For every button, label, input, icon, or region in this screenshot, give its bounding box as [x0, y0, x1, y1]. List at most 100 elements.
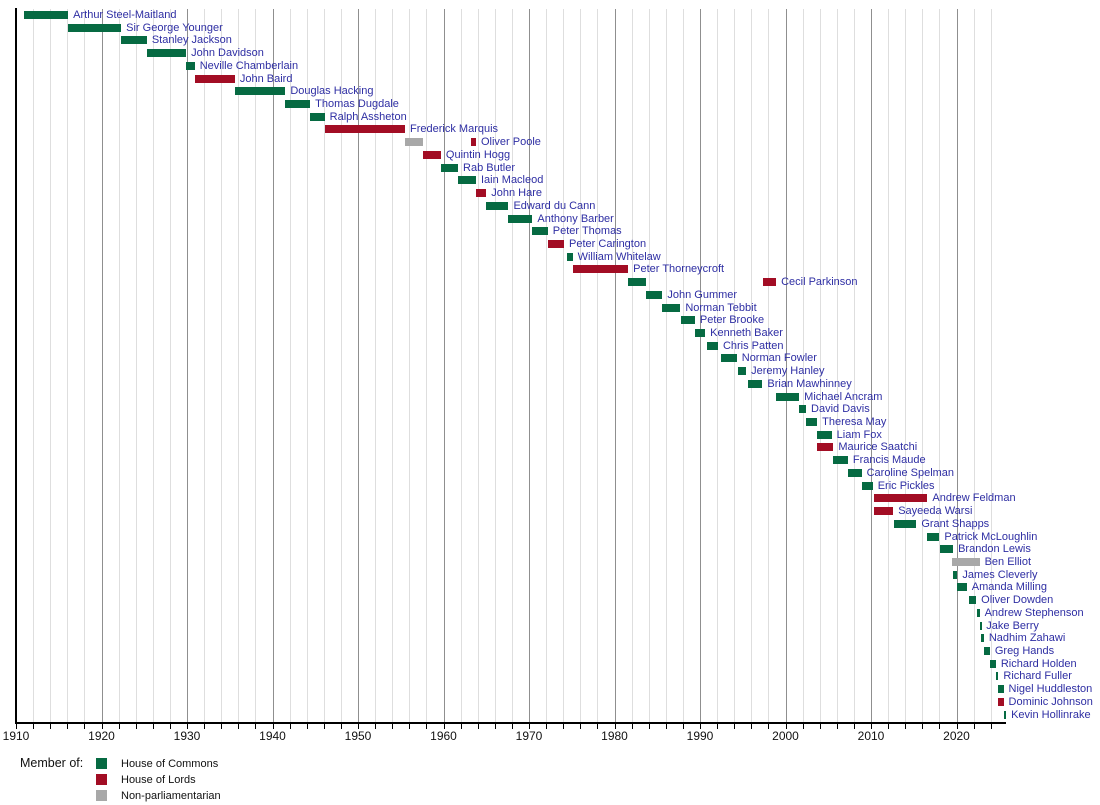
person-label[interactable]: Brandon Lewis — [958, 543, 1031, 556]
person-label[interactable]: Frederick Marquis — [410, 123, 499, 136]
axis-tick-label: 1990 — [686, 729, 714, 743]
axis-tick — [871, 724, 872, 729]
person-label[interactable]: Andrew Stephenson — [984, 606, 1084, 619]
person-label[interactable]: Douglas Hacking — [290, 85, 374, 98]
axis-tick-label: 1970 — [515, 729, 543, 743]
person-label[interactable]: John Davidson — [191, 47, 264, 60]
gridline — [221, 9, 223, 722]
gridline — [443, 9, 445, 722]
timeline-bar — [874, 507, 894, 516]
person-label[interactable]: Peter Brooke — [699, 314, 765, 327]
person-label[interactable]: Chris Patten — [722, 339, 784, 352]
person-label[interactable]: Caroline Spelman — [866, 466, 955, 479]
axis-tick-label: 2000 — [772, 729, 799, 743]
person-label[interactable]: Greg Hands — [994, 645, 1055, 657]
axis-tick — [614, 724, 616, 729]
legend-title: Member of: — [20, 756, 84, 770]
gridline — [204, 9, 206, 722]
axis-tick — [546, 724, 548, 729]
gridline — [717, 9, 719, 722]
person-label[interactable]: Rab Butler — [463, 161, 516, 174]
person-label[interactable]: Nigel Huddleston — [1008, 683, 1093, 696]
person-label[interactable]: Anthony Barber — [537, 212, 614, 225]
person-label[interactable]: John Gummer — [667, 288, 738, 301]
person-label[interactable]: Stanley Jackson — [151, 34, 232, 47]
person-label[interactable]: Francis Maude — [852, 454, 926, 467]
person-label[interactable]: James Cleverly — [962, 568, 1038, 581]
person-label[interactable]: Norman Fowler — [741, 352, 817, 365]
gridline — [648, 9, 650, 722]
gridline — [836, 9, 838, 722]
timeline-bar — [662, 303, 681, 312]
person-label[interactable]: David Davis — [811, 403, 870, 416]
timeline-bar — [508, 214, 533, 223]
person-label[interactable]: Grant Shapps — [921, 517, 990, 530]
axis-tick — [323, 724, 325, 729]
timeline-bar — [817, 443, 834, 452]
axis-tick-label: 2010 — [857, 729, 885, 743]
person-label[interactable]: Richard Fuller — [1003, 670, 1072, 683]
person-label[interactable]: Nadhim Zahawi — [988, 632, 1066, 645]
person-label[interactable]: Ben Elliot — [984, 555, 1032, 568]
timeline-bar — [983, 647, 990, 655]
person-label[interactable]: Neville Chamberlain — [199, 59, 299, 72]
person-label[interactable]: Jeremy Hanley — [751, 365, 825, 378]
person-label[interactable]: Sir George Younger — [126, 21, 223, 34]
person-label[interactable]: Thomas Dugdale — [315, 98, 399, 111]
gridline — [563, 9, 565, 722]
timeline-bar — [957, 583, 967, 592]
axis-tick — [529, 724, 530, 729]
gridline — [84, 9, 86, 722]
person-label[interactable]: Michael Ancram — [804, 390, 883, 403]
gridline — [529, 9, 530, 722]
person-label[interactable]: Eric Pickles — [877, 479, 935, 492]
person-label[interactable]: Amanda Milling — [971, 581, 1047, 594]
person-label[interactable]: Arthur Steel-Maitland — [73, 9, 177, 21]
person-label[interactable]: Brian Mawhinney — [767, 377, 852, 390]
person-label[interactable]: Maurice Saatchi — [838, 441, 918, 454]
timeline-bar — [121, 36, 147, 45]
person-label[interactable]: Norman Tebbit — [685, 301, 757, 314]
gridline — [785, 9, 787, 722]
gridline — [665, 9, 667, 722]
person-label[interactable]: John Baird — [239, 72, 293, 85]
person-label[interactable]: Theresa May — [822, 416, 887, 429]
gridline — [187, 9, 188, 722]
person-label[interactable]: Quintin Hogg — [445, 148, 511, 161]
person-label[interactable]: Cecil Parkinson — [781, 276, 858, 289]
timeline-bar — [572, 265, 629, 274]
person-label[interactable]: Liam Fox — [836, 428, 882, 441]
timeline-bar — [981, 634, 984, 643]
gridline — [682, 9, 684, 722]
person-label[interactable]: Peter Carington — [569, 237, 647, 250]
gridline — [956, 9, 958, 722]
axis-tick — [682, 724, 684, 729]
person-label[interactable]: Edward du Cann — [513, 199, 596, 212]
person-label[interactable]: Iain Macleod — [480, 174, 544, 187]
legend-item-nonparl: Non-parliamentarian — [121, 790, 221, 802]
person-label[interactable]: Peter Thorneycroft — [633, 263, 725, 276]
person-label[interactable]: Sayeeda Warsi — [898, 505, 973, 518]
person-label[interactable]: Oliver Poole — [480, 136, 541, 149]
person-label[interactable]: Kevin Hollinrake — [1011, 708, 1091, 721]
gridline — [340, 9, 342, 722]
timeline-bar — [405, 138, 423, 147]
person-label[interactable]: Peter Thomas — [552, 225, 622, 238]
gridline — [255, 9, 257, 722]
person-label[interactable]: Andrew Feldman — [932, 492, 1016, 505]
axis-tick-label: 1920 — [88, 729, 115, 743]
person-label[interactable]: John Hare — [491, 187, 543, 200]
person-label[interactable]: Patrick McLoughlin — [944, 530, 1038, 543]
timeline-bar — [68, 23, 122, 32]
person-label[interactable]: Richard Holden — [1000, 657, 1077, 670]
axis-tick — [204, 724, 206, 729]
axis-tick — [700, 724, 701, 729]
person-label[interactable]: Dominic Johnson — [1008, 695, 1093, 708]
person-label[interactable]: Kenneth Baker — [710, 327, 783, 339]
person-label[interactable]: Oliver Dowden — [981, 594, 1054, 607]
person-label[interactable]: Jake Berry — [986, 619, 1039, 632]
legend: Member of: House of Commons House of Lor… — [0, 752, 1100, 805]
person-label[interactable]: William Whitelaw — [577, 250, 661, 263]
person-label[interactable]: Ralph Assheton — [329, 110, 407, 123]
axis-tick — [819, 724, 821, 729]
